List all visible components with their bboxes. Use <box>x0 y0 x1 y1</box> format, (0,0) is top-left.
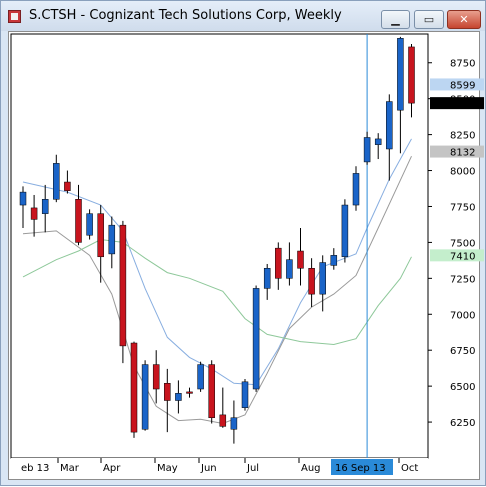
candle[interactable] <box>175 393 182 401</box>
candle[interactable] <box>263 268 271 289</box>
price-marker-label: 8599 <box>450 80 475 91</box>
maximize-button[interactable]: ▭ <box>414 10 444 29</box>
app-icon <box>8 10 21 23</box>
candle[interactable] <box>341 204 349 258</box>
moving-average-line-2 <box>22 238 412 346</box>
candle[interactable] <box>86 213 93 236</box>
price-marker-label: 7410 <box>450 251 475 262</box>
y-tick-label: 7000 <box>450 310 475 321</box>
price-marker <box>430 78 484 91</box>
candle[interactable] <box>108 224 116 255</box>
candle[interactable] <box>241 381 249 408</box>
candle[interactable] <box>141 364 149 430</box>
candle[interactable] <box>19 191 27 206</box>
x-axis-band <box>11 458 428 476</box>
price-marker-label: 8469 <box>450 99 475 110</box>
title-bar[interactable]: S.CTSH - Cognizant Tech Solutions Corp, … <box>1 1 485 31</box>
candle[interactable] <box>130 342 138 433</box>
price-marker <box>430 145 484 158</box>
candle[interactable] <box>286 259 293 279</box>
candle[interactable] <box>152 364 160 390</box>
candle[interactable] <box>374 138 382 145</box>
candle[interactable] <box>219 414 227 427</box>
candle[interactable] <box>363 137 371 163</box>
x-tick-label: Jun <box>200 463 217 474</box>
crosshair-date-highlight <box>331 459 393 475</box>
y-tick-label: 6750 <box>450 346 475 357</box>
price-marker <box>430 249 484 262</box>
x-tick-label: 16 Sep 13 <box>335 463 386 474</box>
y-tick-label: 6250 <box>450 418 475 429</box>
candle[interactable] <box>75 199 82 243</box>
plot-area[interactable] <box>10 33 429 459</box>
candle[interactable] <box>30 207 38 220</box>
y-tick-label: 7500 <box>450 238 475 249</box>
x-tick-label: Apr <box>103 463 121 474</box>
candle[interactable] <box>64 181 71 191</box>
candle[interactable] <box>197 364 204 390</box>
price-marker-label: 8132 <box>450 148 475 159</box>
x-tick-label: Jul <box>246 463 259 474</box>
minimize-button[interactable]: ▁ <box>381 10 410 29</box>
candle[interactable] <box>308 268 315 295</box>
candle[interactable] <box>252 288 260 390</box>
candle[interactable] <box>297 250 304 269</box>
candle[interactable] <box>208 364 215 419</box>
candle[interactable] <box>275 247 282 279</box>
y-tick-label: 7250 <box>450 274 475 285</box>
candle[interactable] <box>41 199 49 214</box>
candle[interactable] <box>386 101 393 150</box>
x-tick-label: May <box>157 463 178 474</box>
candle[interactable] <box>119 224 127 347</box>
x-tick-label: Aug <box>301 463 321 474</box>
candle[interactable] <box>186 391 193 394</box>
candle[interactable] <box>230 417 238 430</box>
x-tick-label: Mar <box>60 463 80 474</box>
y-tick-label: 8000 <box>450 167 475 178</box>
x-tick-label: eb 13 <box>21 463 49 474</box>
y-tick-label: 6500 <box>450 382 475 393</box>
close-button[interactable]: ✕ <box>447 10 481 29</box>
x-tick-label: Oct <box>401 463 418 474</box>
price-axis-line <box>428 34 429 458</box>
candle[interactable] <box>330 255 338 266</box>
candle[interactable] <box>319 262 326 295</box>
candle[interactable] <box>352 173 360 206</box>
window-title: S.CTSH - Cognizant Tech Solutions Corp, … <box>29 8 342 23</box>
price-marker <box>430 97 484 110</box>
y-tick-label: 8750 <box>450 59 475 70</box>
candle[interactable] <box>97 213 104 258</box>
candle[interactable] <box>397 38 404 111</box>
y-tick-label: 7750 <box>450 202 475 213</box>
y-tick-label: 8250 <box>450 131 475 142</box>
candle[interactable] <box>408 46 415 104</box>
candle[interactable] <box>164 383 171 401</box>
candle[interactable] <box>53 163 60 200</box>
